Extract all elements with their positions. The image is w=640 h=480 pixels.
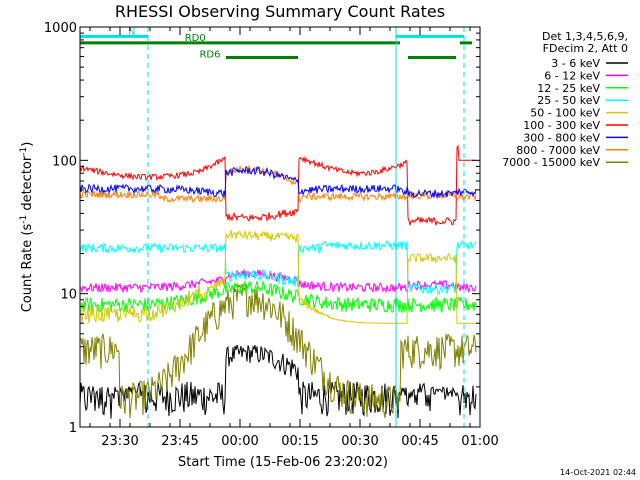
x-tick-label: 00:30	[341, 434, 378, 449]
flag-label-n: N	[128, 26, 135, 37]
series-line-5	[79, 144, 476, 226]
y-axis-label: Count Rate (s-1 detector-1)	[19, 142, 35, 313]
y-axis-label-group: Count Rate (s-1 detector-1)	[19, 142, 35, 313]
legend-entry-label: 100 - 300 keV	[523, 119, 600, 132]
legend-entry-label: 800 - 7000 keV	[516, 144, 600, 157]
series-lines	[79, 144, 477, 419]
y-axis-label-close: )	[20, 142, 35, 147]
series-line-6	[79, 165, 477, 199]
flag-label-rd6: RD6	[199, 50, 220, 61]
x-tick-label: 23:30	[101, 434, 138, 449]
x-tick-label: 00:45	[401, 434, 438, 449]
legend-entry-label: 300 - 800 keV	[523, 131, 600, 144]
legend-header-1: Det 1,3,4,5,6,9,	[542, 30, 628, 43]
series-line-0	[79, 344, 477, 419]
plot-frame	[79, 26, 481, 428]
y-axis-label-sup-2: -1	[19, 147, 29, 156]
series-line-2	[79, 279, 477, 315]
x-tick-label: 23:45	[161, 434, 198, 449]
x-axis-label: Start Time (15-Feb-06 23:20:02)	[178, 455, 388, 470]
series-line-7	[79, 164, 477, 204]
y-axis-label-main: Count Rate (s	[20, 224, 35, 313]
x-tick-label: 00:00	[221, 434, 258, 449]
saa-lines	[147, 27, 465, 427]
series-line-3	[79, 239, 477, 295]
x-tick-label: 01:00	[461, 434, 498, 449]
legend-entry-label: 12 - 25 keV	[537, 82, 600, 95]
attenuator-flags: N RD0 RD6	[80, 26, 472, 61]
series-line-8	[79, 283, 477, 419]
y-tick-label: 10	[60, 288, 77, 303]
legend-entry-label: 3 - 6 keV	[551, 57, 600, 70]
x-tick-label: 00:15	[281, 434, 318, 449]
y-axis-label-tail: detector	[20, 155, 35, 215]
legend-entry-label: 50 - 100 keV	[530, 107, 600, 120]
y-tick-label: 1	[69, 421, 77, 436]
footer-timestamp: 14-Oct-2021 02:44	[560, 468, 636, 477]
flag-label-rd0: RD0	[185, 33, 206, 44]
series-line-4	[79, 229, 476, 324]
chart-title: RHESSI Observing Summary Count Rates	[115, 2, 445, 21]
y-tick-label: 1000	[44, 21, 77, 36]
axis-ticks: 23:30 23:45 00:00 00:15 00:30 00:45 01:00 1 10 10…	[44, 21, 499, 449]
y-axis-label-sup-1: -1	[19, 215, 29, 224]
legend-entry-label: 7000 - 15000 keV	[502, 156, 600, 169]
legend-entry-label: 25 - 50 keV	[537, 94, 600, 107]
legend-entry-label: 6 - 12 keV	[544, 69, 600, 82]
legend-header-2: FDecim 2, Att 0	[543, 42, 628, 55]
y-tick-label: 100	[52, 154, 77, 169]
